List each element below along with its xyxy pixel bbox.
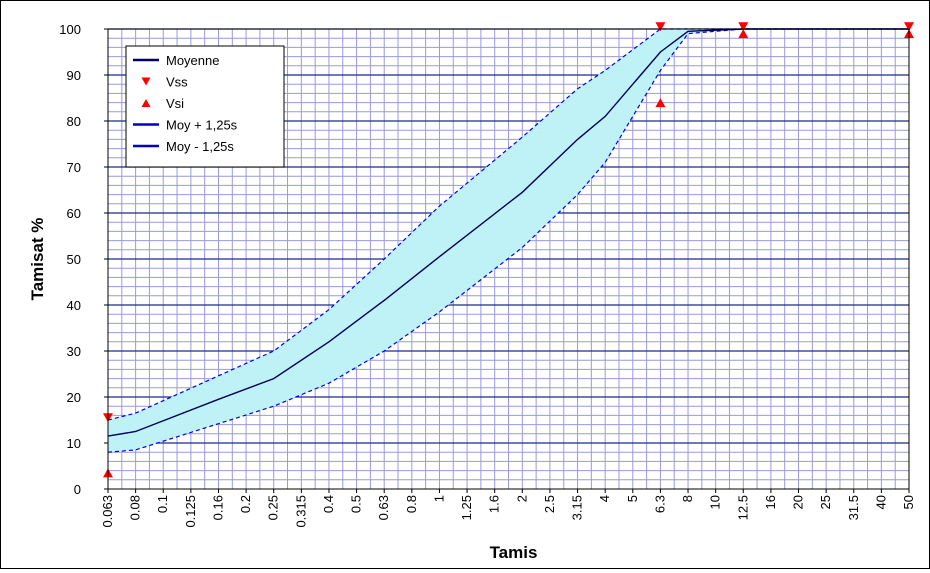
y-axis-title: Tamisat % xyxy=(28,218,47,301)
y-tick-label: 50 xyxy=(67,252,81,267)
legend-swatch-marker xyxy=(141,77,151,86)
x-tick-label: 50 xyxy=(901,495,916,509)
x-tick-label: 6.3 xyxy=(652,495,667,513)
y-tick-label: 90 xyxy=(67,68,81,83)
x-tick-label: 0.5 xyxy=(349,495,364,513)
x-tick-label: 25 xyxy=(818,495,833,509)
y-tick-label: 20 xyxy=(67,390,81,405)
x-tick-label: 0.8 xyxy=(404,495,419,513)
x-tick-label: 2.5 xyxy=(542,495,557,513)
legend-label: Moy - 1,25s xyxy=(166,139,234,154)
x-tick-label: 0.63 xyxy=(376,495,391,520)
x-tick-label: 0.063 xyxy=(100,495,115,528)
x-tick-label: 0.2 xyxy=(238,495,253,513)
series-line-moyenne xyxy=(107,28,909,437)
x-tick-label: 4 xyxy=(597,495,612,502)
x-tick-label: 1 xyxy=(431,495,446,502)
y-tick-label: 0 xyxy=(74,482,81,497)
y-tick-label: 100 xyxy=(59,22,81,37)
x-tick-label: 2 xyxy=(514,495,529,502)
tolerance-band xyxy=(108,29,909,453)
x-tick-label: 1.6 xyxy=(487,495,502,513)
vss-marker xyxy=(655,22,666,32)
vss-marker xyxy=(738,22,749,32)
x-tick-label: 5 xyxy=(625,495,640,502)
x-tick-label: 0.315 xyxy=(293,495,308,528)
legend-label: Vss xyxy=(166,75,188,90)
x-tick-label: 10 xyxy=(708,495,723,509)
y-tick-label: 70 xyxy=(67,160,81,175)
x-tick-label: 0.25 xyxy=(266,495,281,520)
x-tick-label: 40 xyxy=(873,495,888,509)
vsi-marker xyxy=(655,98,666,108)
vss-marker xyxy=(904,22,914,32)
legend-label: Vsi xyxy=(166,96,184,111)
x-tick-label: 0.08 xyxy=(128,495,143,520)
legend-label: Moy + 1,25s xyxy=(166,118,238,133)
x-tick-label: 16 xyxy=(763,495,778,509)
y-tick-label: 30 xyxy=(67,344,81,359)
x-tick-label: 31.5 xyxy=(846,495,861,520)
y-tick-label: 40 xyxy=(67,298,81,313)
x-tick-label: 1.25 xyxy=(459,495,474,520)
y-tick-label: 60 xyxy=(67,206,81,221)
x-tick-label: 12.5 xyxy=(735,495,750,520)
x-tick-label: 3.15 xyxy=(570,495,585,520)
x-tick-label: 0.16 xyxy=(210,495,225,520)
x-tick-label: 0.1 xyxy=(155,495,170,513)
x-tick-label: 0.125 xyxy=(183,495,198,528)
legend-swatch-marker xyxy=(141,98,151,108)
vsi-marker xyxy=(738,29,749,39)
x-tick-label: 0.4 xyxy=(321,495,336,513)
x-tick-label: 20 xyxy=(791,495,806,509)
y-tick-label: 10 xyxy=(67,436,81,451)
legend-label: Moyenne xyxy=(166,53,219,68)
x-tick-label: 8 xyxy=(680,495,695,502)
y-tick-label: 80 xyxy=(67,114,81,129)
x-axis-title: Tamis xyxy=(490,543,538,562)
